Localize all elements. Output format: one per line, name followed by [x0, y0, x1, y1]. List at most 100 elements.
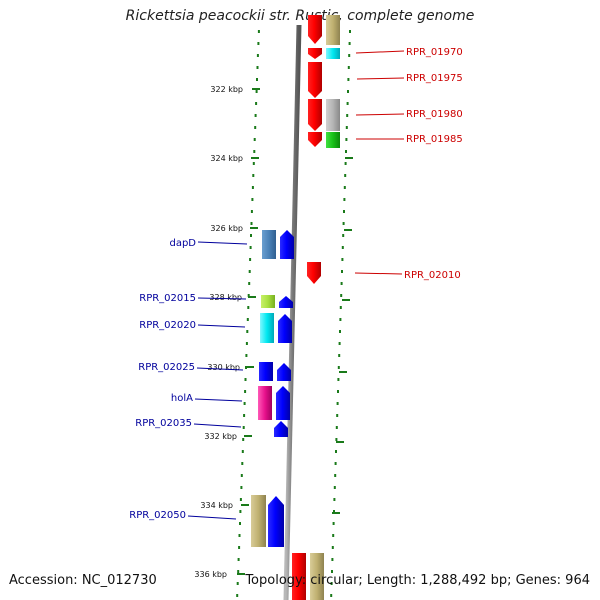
track-dot: [249, 246, 252, 249]
track-dot: [241, 462, 244, 465]
gene-arrow-red: [308, 99, 322, 131]
track-dot: [341, 246, 344, 249]
track-dot: [251, 186, 254, 189]
track-dot: [346, 102, 349, 105]
gene-label: RPR_02035: [135, 418, 192, 429]
track-dot: [347, 66, 350, 69]
track-dot: [344, 174, 347, 177]
track-dot: [342, 222, 345, 225]
track-dot: [337, 378, 340, 381]
track-dot: [248, 270, 251, 273]
gene-arrow-red: [308, 48, 322, 59]
track-dot: [241, 450, 244, 453]
track-dot: [245, 342, 248, 345]
gene-label: holA: [171, 393, 193, 404]
gene-label: RPR_02050: [129, 510, 186, 521]
track-dot: [243, 402, 246, 405]
gene-label: RPR_01980: [406, 109, 463, 120]
gene-arrow-blue: [280, 230, 294, 259]
track-dot: [342, 234, 345, 237]
gene-block-khaki: [251, 495, 266, 547]
track-dot: [334, 462, 337, 465]
track-dot: [239, 522, 241, 525]
track-dot: [331, 558, 334, 561]
track-dot: [254, 126, 257, 129]
gene-block-khaki: [326, 15, 340, 45]
track-dot: [238, 534, 241, 537]
track-dot: [255, 102, 258, 105]
ruler: 322 kbp 324 kbp 326 kbp 328 kbp 330 kbp …: [194, 85, 353, 579]
track-dot: [343, 186, 346, 189]
accession-label: Accession: NC_012730: [9, 573, 157, 588]
track-dot: [337, 366, 340, 369]
track-dot: [343, 198, 346, 201]
ruler-tick-label: 334 kbp: [200, 501, 233, 510]
gene-label: dapD: [169, 238, 196, 249]
gene-block-khaki: [310, 553, 324, 600]
label-leader-line: [187, 515, 237, 520]
track-dot: [254, 114, 257, 117]
track-dot: [246, 330, 249, 333]
track-dot: [341, 270, 343, 273]
label-leader-line: [354, 272, 403, 275]
gene-arrow-blue: [279, 296, 293, 308]
track-dot: [257, 42, 260, 45]
gene-label: RPR_02025: [138, 362, 195, 373]
gene-label: RPR_02020: [139, 320, 196, 331]
track-dot: [347, 90, 349, 93]
track-dot: [240, 486, 243, 489]
track-dot: [346, 114, 349, 117]
gene-arrow-blue: [274, 421, 288, 437]
track-dot: [243, 414, 246, 417]
track-dot: [242, 438, 245, 441]
track-dot: [339, 318, 342, 321]
gene-label: RPR_01975: [406, 73, 463, 84]
track-dot: [336, 414, 339, 417]
ruler-tick-label: 328 kbp: [209, 293, 242, 302]
track-dot: [240, 474, 243, 477]
forward-genes: [292, 15, 340, 600]
track-dot: [330, 594, 333, 597]
gene-label: RPR_02015: [139, 293, 196, 304]
track-dot: [345, 150, 347, 153]
track-dot: [345, 138, 348, 141]
track-dot: [335, 438, 338, 441]
reverse-genes: [251, 230, 294, 547]
track-dot: [331, 546, 334, 549]
gene-block-magenta: [258, 386, 272, 420]
track-dot: [236, 582, 239, 585]
track-dot: [333, 486, 336, 489]
gene-label: RPR_01970: [406, 47, 463, 58]
track-dot: [348, 42, 351, 45]
gene-arrow-red: [308, 62, 322, 98]
track-dot: [255, 90, 258, 93]
ruler-tick-label: 326 kbp: [210, 224, 243, 233]
track-dot: [247, 306, 250, 309]
track-dot: [332, 534, 335, 537]
track-dot: [257, 30, 260, 33]
track-dot: [332, 522, 335, 525]
track-dot: [341, 258, 344, 261]
track-dot: [236, 594, 239, 597]
track-dot: [244, 390, 247, 393]
track-dot: [239, 498, 242, 501]
gene-arrow-blue: [259, 362, 273, 381]
track-dot: [237, 570, 240, 573]
gene-block-grey: [326, 99, 340, 131]
track-dot: [242, 426, 245, 429]
track-dot: [249, 258, 252, 261]
ruler-tick-label: 322 kbp: [210, 85, 243, 94]
gene-arrow-red: [292, 553, 306, 600]
track-dot: [340, 294, 343, 297]
gene-arrow-red: [308, 132, 322, 147]
track-dot: [331, 570, 333, 573]
track-dot: [250, 222, 253, 225]
track-dot: [256, 66, 259, 69]
topology-summary: Topology: circular; Length: 1,288,492 bp…: [245, 573, 590, 588]
gene-arrow-blue: [276, 386, 290, 420]
track-dot: [336, 402, 339, 405]
gene-block-green: [326, 132, 340, 148]
track-dot: [347, 78, 350, 81]
